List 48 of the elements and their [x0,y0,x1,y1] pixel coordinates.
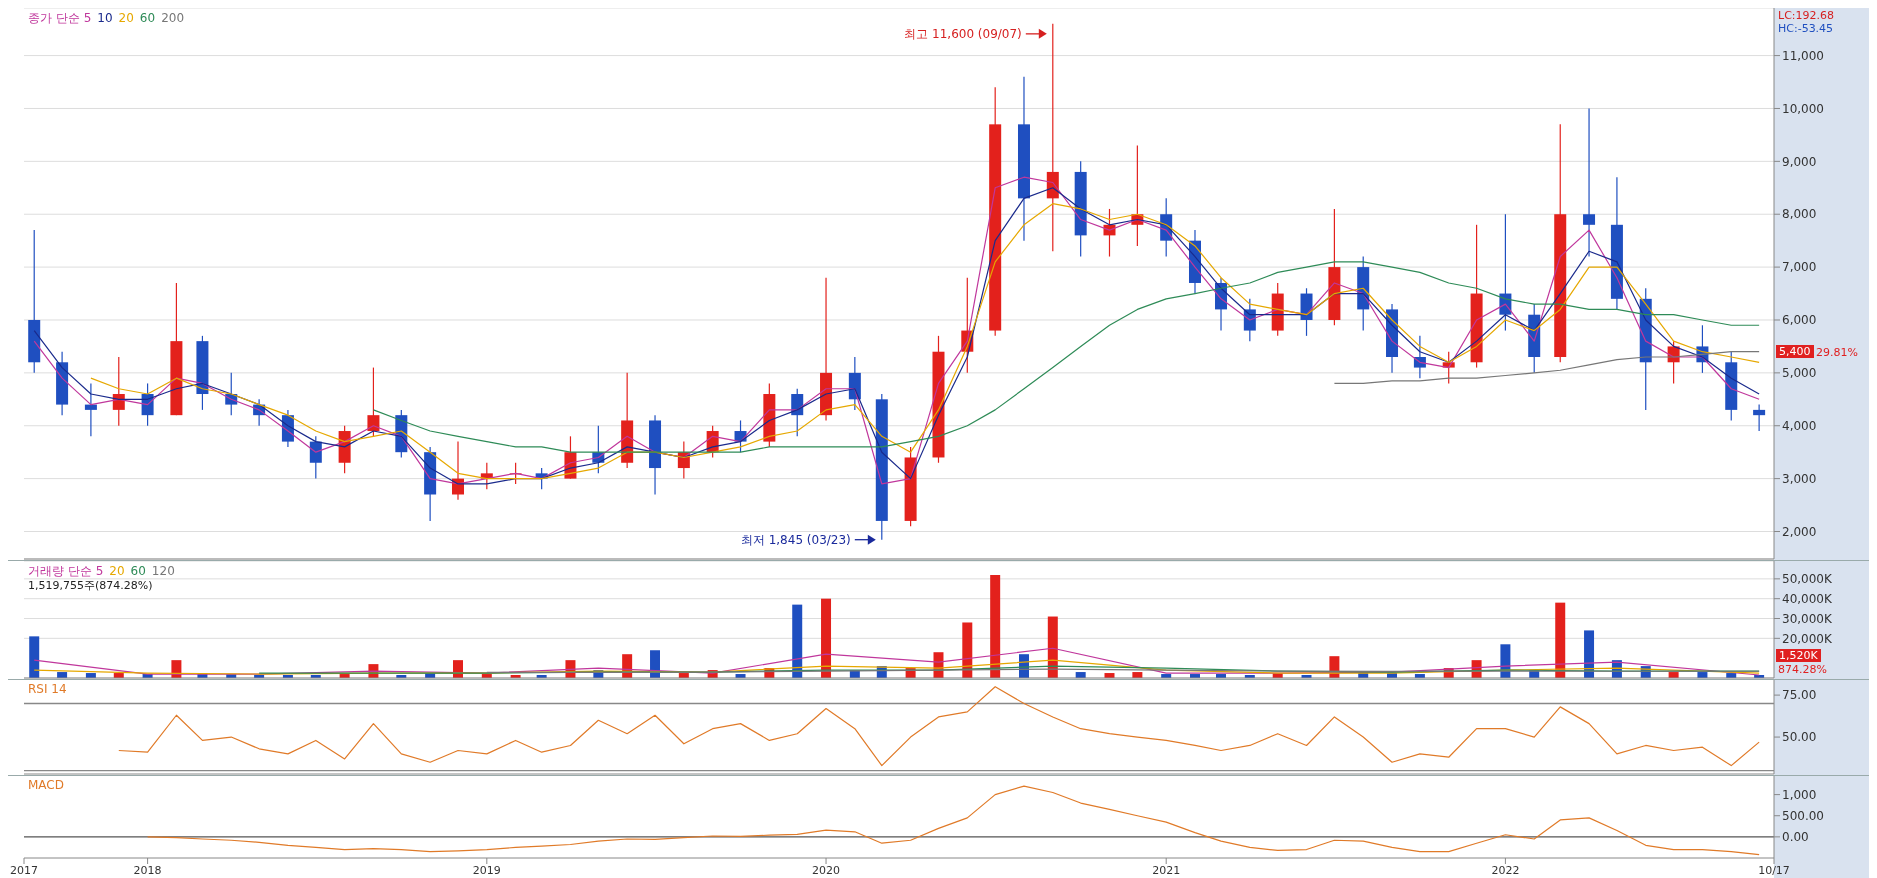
text: 10 [97,11,113,25]
x-tick-label: 2019 [472,863,501,877]
x-tick-label: 2022 [1491,863,1520,877]
y-tick-label: 1,000 [1782,787,1817,802]
y-tick-label: 4,000 [1782,419,1817,433]
y-tick-label: 5,000 [1782,366,1817,381]
x-tick-label: 2020 [812,863,841,877]
y-tick-label: 0.00 [1782,830,1809,845]
y-tick-label: 40,000K [1782,591,1833,606]
text: 60 [139,11,156,25]
y-tick-label: 30,000K [1782,611,1833,626]
x-tick-label: 10/17 [1758,863,1790,877]
y-tick-label: 20,000K [1782,631,1833,646]
text: 5 [95,564,104,578]
text: 874.28% [1778,663,1827,676]
text: 29.81% [1816,346,1858,359]
y-tick-label: 10,000 [1782,101,1824,116]
text: 1,520K [1776,649,1821,662]
legend-title: 종가 단순 [28,11,81,25]
y-tick-label: 9,000 [1782,154,1817,169]
y-tick-label: 50.00 [1782,730,1817,745]
text: 200 [161,11,185,25]
y-tick-label: 3,000 [1782,471,1817,486]
text: 20 [109,564,125,578]
y-tick-label: 6,000 [1782,313,1817,328]
y-tick-label: 50,000K [1782,572,1833,587]
x-tick-label: 2017 [10,863,38,877]
y-tick-label: 7,000 [1782,260,1817,275]
annotation: 최저 1,845 (03/23) [740,532,851,547]
y-tick-label: 500.00 [1782,808,1824,823]
annotation: 1,519,755주(874.28%) [28,578,153,593]
y-tick-label: 2,000 [1782,524,1817,539]
y-tick-label: 11,000 [1782,48,1824,63]
text: 5 [83,11,92,25]
text: LC:192.68 [1778,9,1835,22]
legend-title: 거래량 단순 [28,564,93,578]
x-tick-label: 2018 [133,863,162,877]
text: 5,400 [1776,345,1814,358]
text: HC:-53.45 [1778,22,1834,35]
text: 60 [130,564,146,578]
text: 120 [151,564,175,578]
y-tick-label: 8,000 [1782,207,1817,222]
chart-title: RSI 14 [28,682,67,696]
annotation: 최고 11,600 (09/07) [904,26,1022,41]
y-tick-label: 75.00 [1782,688,1817,703]
text: 20 [118,11,134,25]
chart-title: MACD [28,778,64,792]
x-tick-label: 2021 [1152,863,1181,877]
